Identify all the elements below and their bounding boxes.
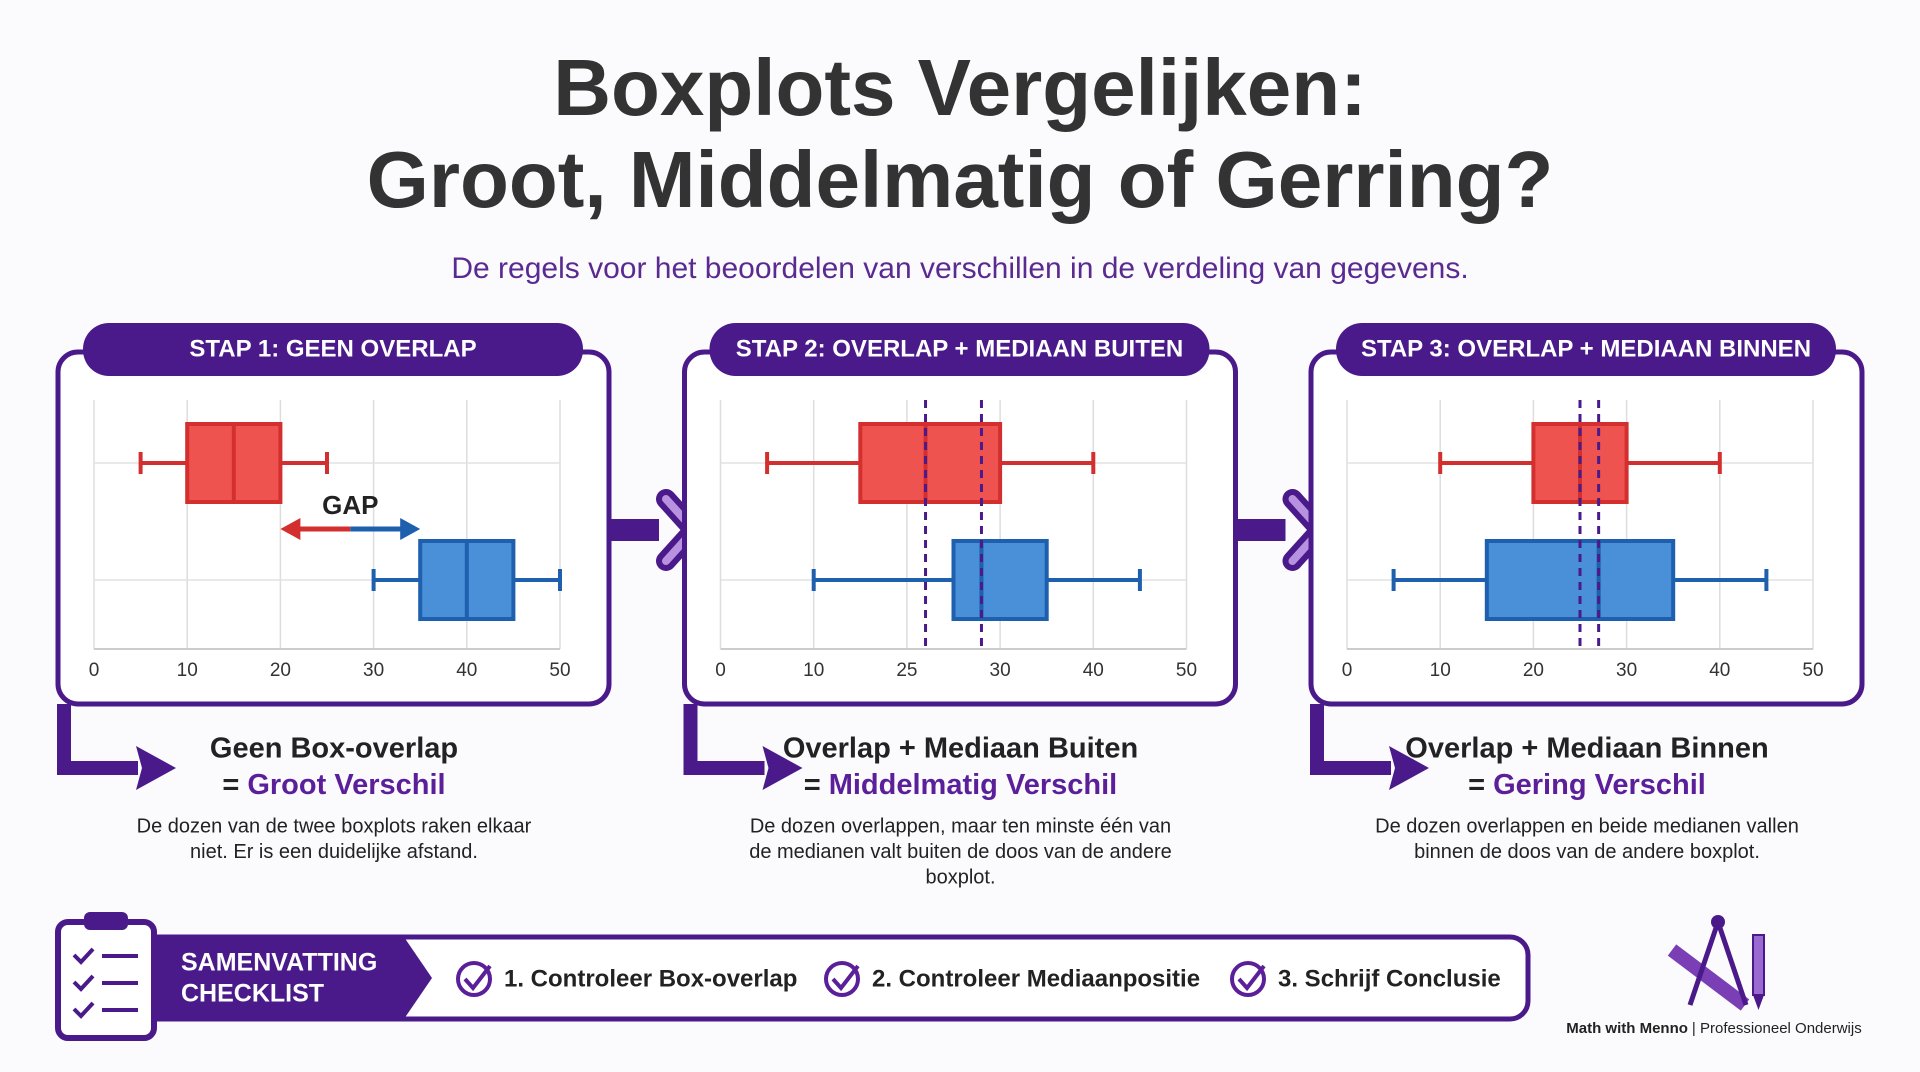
check-icon <box>1230 961 1266 997</box>
footer-tagline: | Professioneel Onderwijs <box>1692 1020 1862 1037</box>
x-tick-label: 10 <box>177 660 198 681</box>
step-arrow-head <box>136 746 176 790</box>
panel-conclusion: = Middelmatig Verschil <box>804 769 1117 801</box>
panel-heading: Geen Box-overlap <box>210 733 458 765</box>
panel-description: De dozen van de twee boxplots raken elka… <box>137 815 532 837</box>
logo-compass <box>1715 921 1749 1006</box>
x-tick-label: 20 <box>270 660 291 681</box>
panel-header-text: STAP 2: OVERLAP + MEDIAAN BUITEN <box>736 335 1183 362</box>
footer-brand: Math with Menno <box>1566 1020 1688 1037</box>
step-arrow-head <box>1389 746 1429 790</box>
panel-description: niet. Er is een duidelijke afstand. <box>190 841 478 863</box>
x-tick-label: 25 <box>896 660 917 681</box>
x-tick-label: 40 <box>1709 660 1730 681</box>
x-tick-label: 0 <box>715 660 726 681</box>
x-tick-label: 20 <box>1523 660 1544 681</box>
checklist-item: 3. Schrijf Conclusie <box>1278 965 1501 992</box>
panel-description: De dozen overlappen, maar ten minste één… <box>750 815 1171 837</box>
logo-ruler <box>1667 944 1750 1011</box>
check-mark <box>831 964 860 992</box>
gap-arrow-head <box>400 518 421 540</box>
connector-bar <box>1235 519 1286 541</box>
step-arrow-head <box>762 746 803 790</box>
clipboard <box>55 919 157 1041</box>
x-tick-label: 10 <box>803 660 824 681</box>
step-arrow <box>57 704 138 775</box>
connector-bar <box>609 519 659 541</box>
panel-header <box>83 323 583 376</box>
check-mark <box>463 964 492 992</box>
checklist-label: CHECKLIST <box>181 980 324 1008</box>
x-tick-label: 10 <box>1430 660 1451 681</box>
panel-description: boxplot. <box>925 866 995 888</box>
logo-compass-head <box>1711 915 1725 929</box>
x-tick-label: 40 <box>456 660 477 681</box>
step-arrow <box>683 704 765 775</box>
x-tick-label: 50 <box>1802 660 1823 681</box>
x-tick-label: 30 <box>990 660 1011 681</box>
conclusion-part: Gering Verschil <box>1493 769 1706 801</box>
checklist-label: SAMENVATTING <box>181 949 377 977</box>
panel-header <box>709 323 1210 376</box>
footer: Math with Menno | Professioneel Onderwijs <box>1566 1020 1861 1037</box>
title-line: Boxplots Vergelijken: <box>553 43 1367 132</box>
x-tick-label: 50 <box>549 660 570 681</box>
x-tick-label: 0 <box>1342 660 1353 681</box>
conclusion-part: Groot Verschil <box>247 769 445 801</box>
gap-arrow-head <box>280 518 301 540</box>
clipboard-clip <box>84 912 128 930</box>
logo-pencil <box>1752 934 1765 996</box>
conclusion-part: = <box>1468 769 1485 801</box>
panel-frame <box>682 349 1238 707</box>
logo-pencil-tip <box>1753 995 1764 1010</box>
panel-description: de medianen valt buiten de doos van de a… <box>749 841 1172 863</box>
check-mark <box>1237 964 1266 992</box>
conclusion-part: = <box>804 769 821 801</box>
panel-conclusion: = Gering Verschil <box>1468 769 1706 801</box>
x-tick-label: 50 <box>1176 660 1197 681</box>
clipboard-check <box>72 947 95 965</box>
conclusion-part: Middelmatig Verschil <box>829 769 1117 801</box>
checklist-item: 2. Controleer Mediaanpositie <box>872 965 1200 992</box>
step-arrow <box>1310 704 1391 775</box>
x-tick-label: 40 <box>1083 660 1104 681</box>
panel-heading: Overlap + Mediaan Binnen <box>1405 733 1768 765</box>
panel-description: De dozen overlappen en beide medianen va… <box>1375 815 1799 837</box>
checklist-item: 1. Controleer Box-overlap <box>504 965 797 992</box>
panel-frame <box>1308 349 1865 707</box>
subtitle: De regels voor het beoordelen van versch… <box>451 252 1468 285</box>
panel-heading: Overlap + Mediaan Buiten <box>783 733 1138 765</box>
annotation: GAP <box>322 490 378 520</box>
title-line: Groot, Middelmatig of Gerring? <box>367 135 1554 224</box>
logo-compass <box>1687 921 1721 1006</box>
x-tick-label: 30 <box>363 660 384 681</box>
check-icon <box>456 961 492 997</box>
clipboard-check <box>72 974 95 992</box>
clipboard-check <box>72 1001 95 1019</box>
x-tick-label: 30 <box>1616 660 1637 681</box>
x-tick-label: 0 <box>89 660 100 681</box>
panel-header-text: STAP 1: GEEN OVERLAP <box>189 335 476 362</box>
box <box>951 539 1049 621</box>
panel-header-text: STAP 3: OVERLAP + MEDIAAN BINNEN <box>1361 335 1811 362</box>
panel-header <box>1336 323 1836 376</box>
box <box>858 422 1003 504</box>
checklist-label-bg <box>120 937 432 1019</box>
conclusion-part: = <box>222 769 239 801</box>
check-icon <box>824 961 860 997</box>
panel-description: binnen de doos van de andere boxplot. <box>1414 841 1760 863</box>
panel-conclusion: = Groot Verschil <box>222 769 445 801</box>
box <box>1484 539 1676 621</box>
